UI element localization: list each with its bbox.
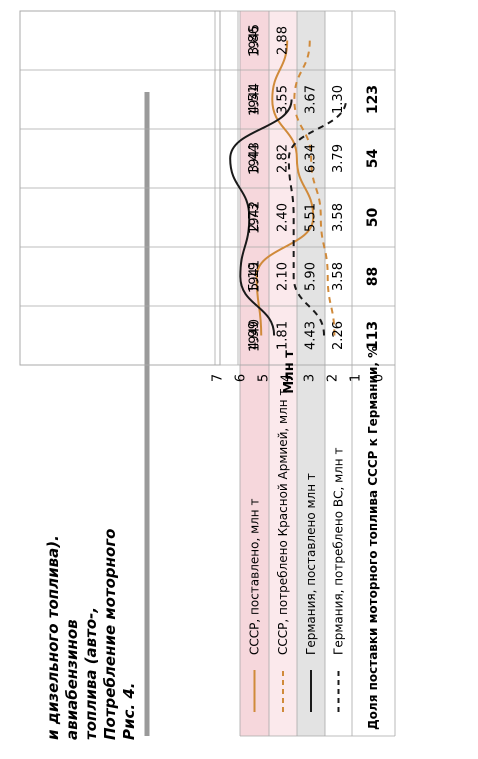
chart-grid xyxy=(19,10,396,737)
data-table: 1940 1941 1942 1943 1944 1945 4.99 5.19 2.73 3.44… xyxy=(247,24,381,730)
share-row-bg xyxy=(352,11,395,736)
legend-label: СССР, потреблено Красной Армией, млн т xyxy=(276,389,290,655)
table-cell: 3.86 xyxy=(247,26,262,55)
y-tick-label: 6 xyxy=(234,374,249,382)
table-cell: 2.40 xyxy=(276,203,291,232)
table-cell: 3.55 xyxy=(276,85,291,114)
year-label: 1942 xyxy=(248,201,263,234)
table-cell: 2.73 xyxy=(247,203,262,232)
share-cell: 123 xyxy=(365,85,381,114)
caption-line: и дизельного топлива). xyxy=(44,535,62,740)
table-cell: 4.43 xyxy=(304,321,319,350)
figure-caption: Рис. 4. Потребление моторного топлива (а… xyxy=(44,92,150,740)
caption-line: Потребление моторного xyxy=(101,529,119,740)
share-cell: 113 xyxy=(365,321,381,350)
table-cell: 3.79 xyxy=(331,144,346,173)
legend-label: Германия, поставлено млн т xyxy=(304,473,318,655)
y-tick-label: 0 xyxy=(372,374,387,382)
share-label: Доля поставки моторного топлива СССР к Г… xyxy=(366,346,380,730)
year-label: 1941 xyxy=(248,260,263,293)
table-cell: 1.81 xyxy=(276,321,291,350)
year-label: 1940 xyxy=(248,319,263,352)
table-cell: 2.10 xyxy=(276,262,291,291)
y-tick-label: 5 xyxy=(257,374,272,382)
share-cell: 88 xyxy=(365,267,381,286)
table-cell: 4.99 xyxy=(247,321,262,350)
table-cell: 1.30 xyxy=(331,85,346,114)
table-cell: 5.90 xyxy=(304,262,319,291)
chart-series xyxy=(229,40,348,336)
table-cell: 4.51 xyxy=(247,85,262,114)
table-cell: 5.51 xyxy=(304,203,319,232)
y-tick-label: 2 xyxy=(326,374,341,382)
y-tick-label: 4 xyxy=(280,374,295,382)
share-cell: 54 xyxy=(365,149,381,169)
caption-line: авиабензинов xyxy=(63,619,81,740)
year-label: 1945 xyxy=(248,24,263,57)
caption-line: топлива (авто-, xyxy=(82,607,100,740)
legend-label: Германия, потреблено ВС, млн т xyxy=(332,448,346,655)
y-tick-label: 1 xyxy=(349,374,364,382)
year-label: 1944 xyxy=(248,83,263,116)
table-cell: 3.44 xyxy=(247,144,262,173)
table-cell: 3.58 xyxy=(331,262,346,291)
y-tick-label: 3 xyxy=(303,374,318,382)
table-cell: 5.19 xyxy=(247,262,262,291)
share-cell: 50 xyxy=(365,208,381,228)
table-cell: 3.58 xyxy=(331,203,346,232)
table-cell: 2.88 xyxy=(276,26,291,55)
series-line xyxy=(255,40,315,336)
table-cell: 3.67 xyxy=(304,85,319,114)
caption-line: Рис. 4. xyxy=(120,683,138,740)
y-tick-label: 7 xyxy=(211,374,226,382)
table-cell: 6.34 xyxy=(304,144,319,173)
table-cell: 2.82 xyxy=(276,144,291,173)
table-row-bg xyxy=(325,11,352,736)
y-axis-label: Млн т xyxy=(282,350,297,394)
table-cell: 2.26 xyxy=(331,321,346,350)
year-label: 1943 xyxy=(248,142,263,175)
series-line xyxy=(287,99,348,336)
table-row-bg xyxy=(269,11,297,736)
series-line xyxy=(229,99,293,336)
legend-label: СССР, поставлено, млн т xyxy=(248,499,262,655)
